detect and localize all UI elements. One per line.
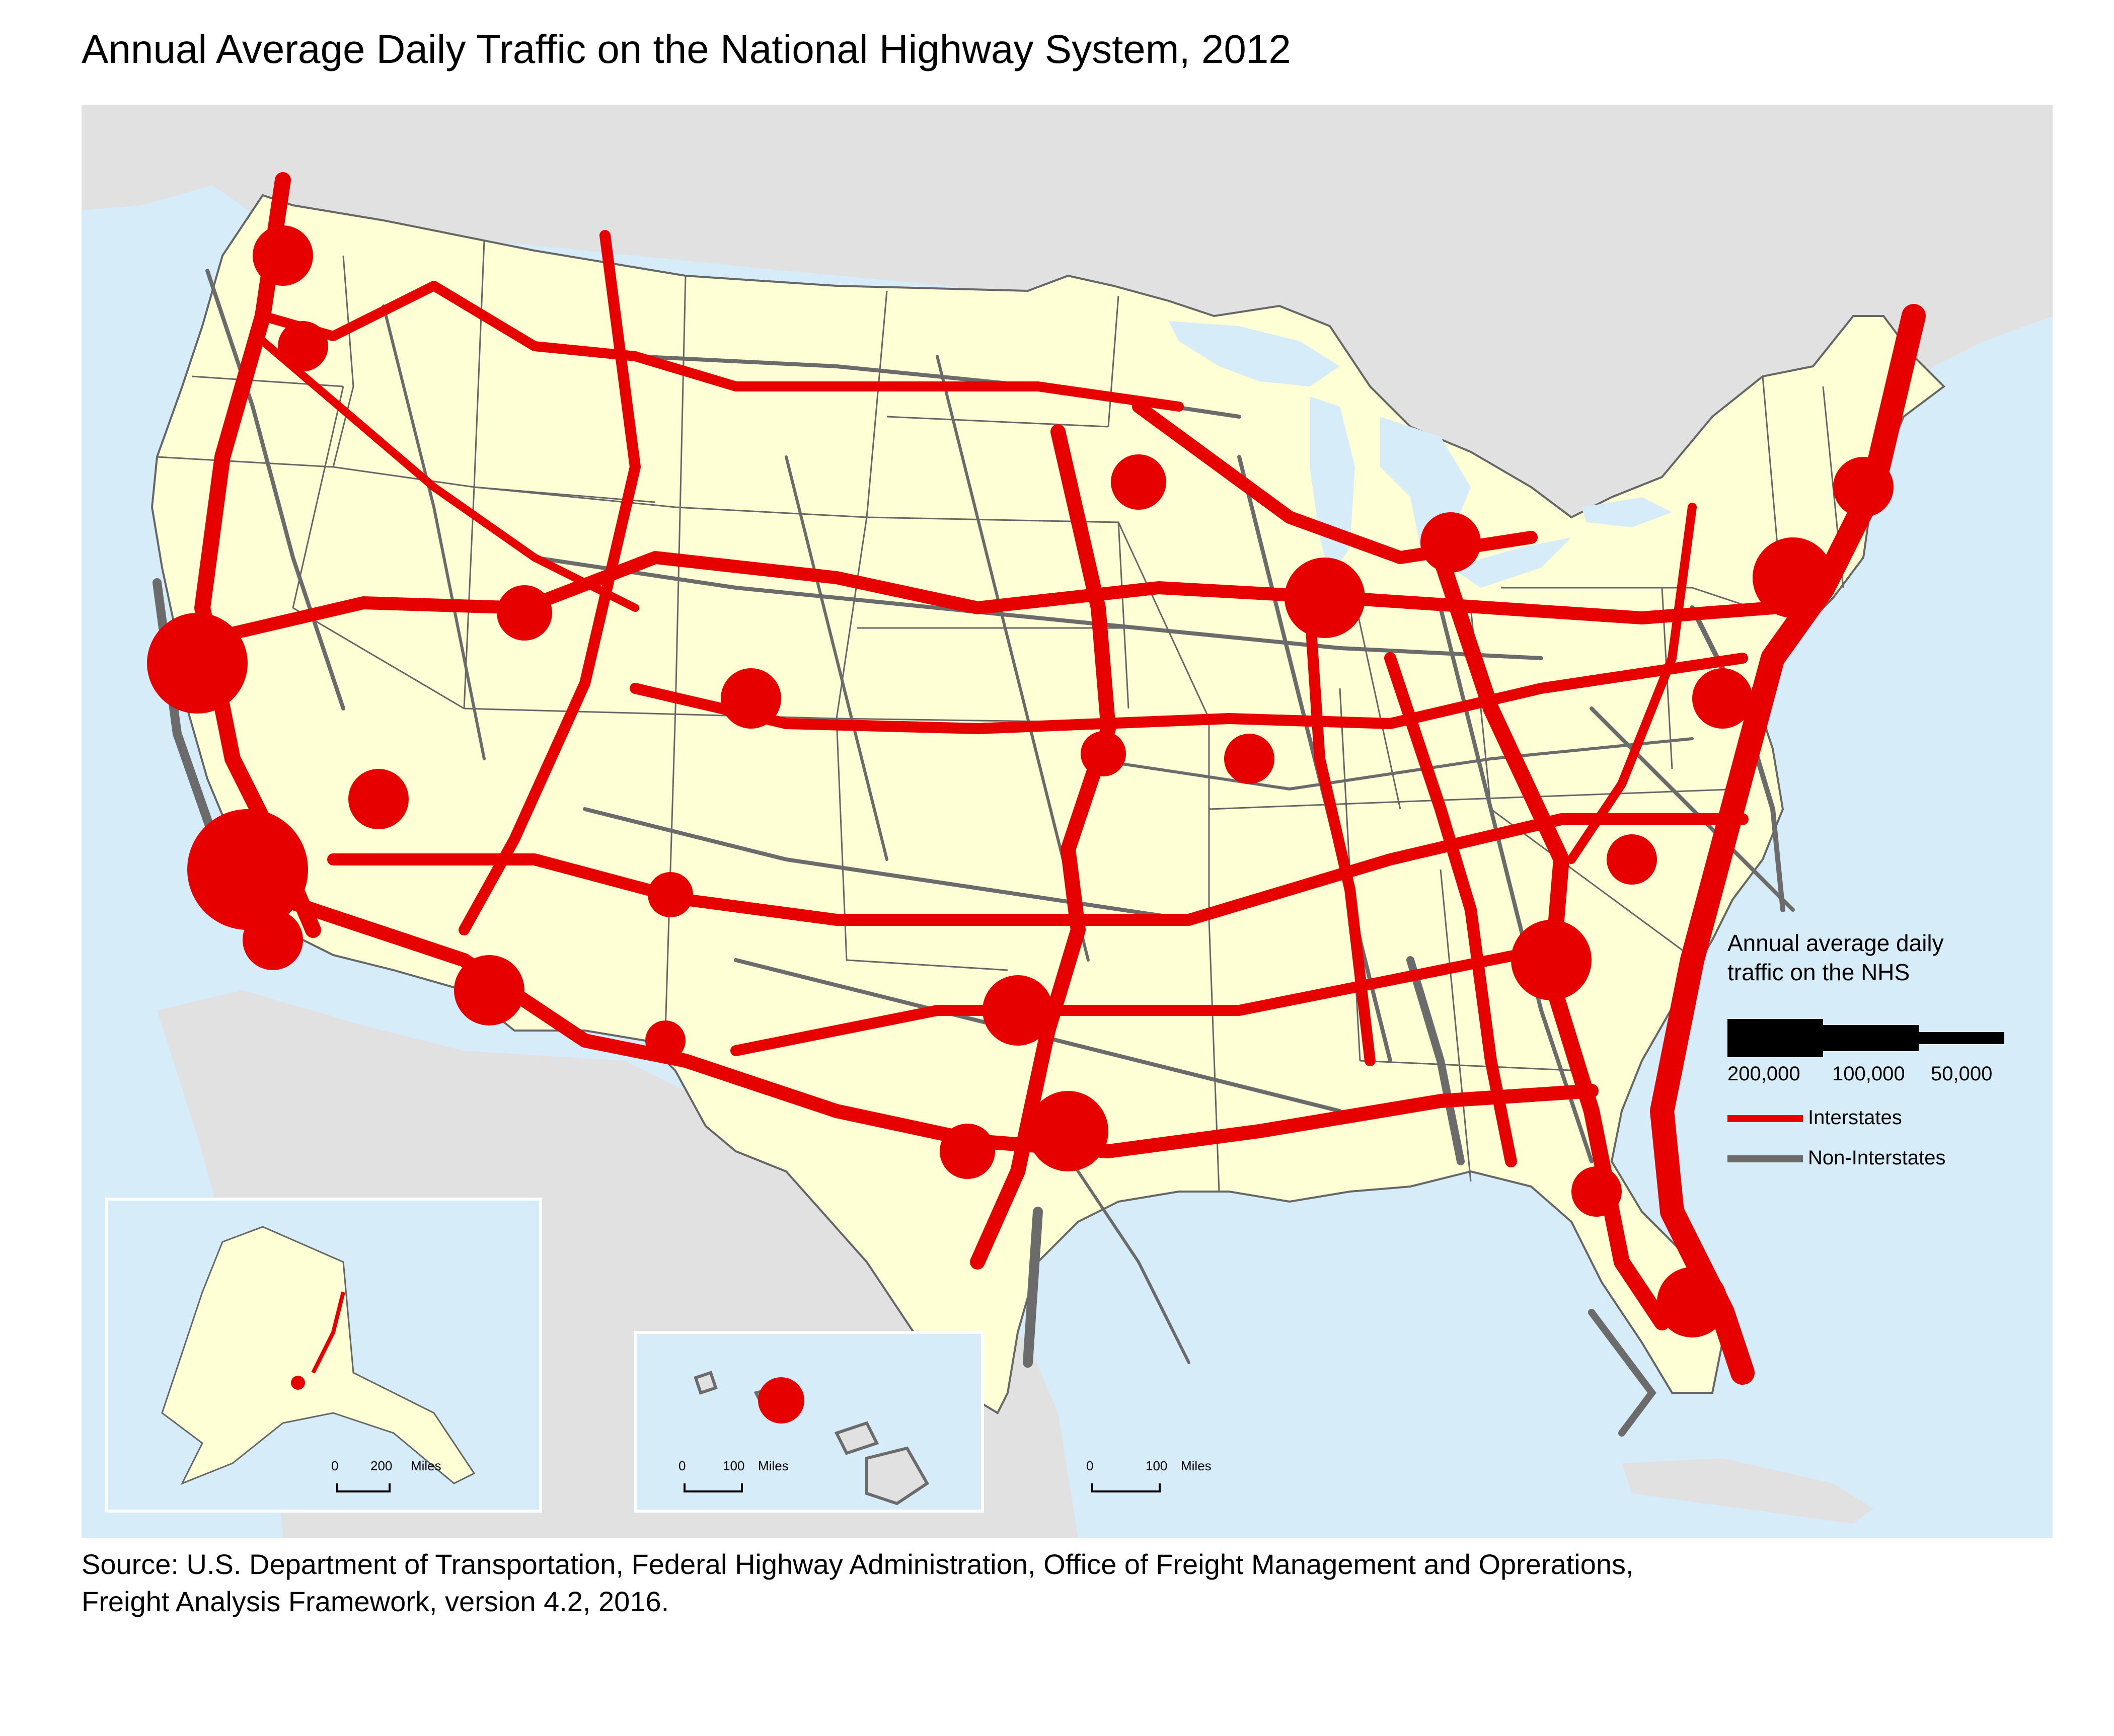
scale-zero: 0	[678, 1458, 686, 1473]
anchorage-bulb	[291, 1376, 305, 1390]
legend-width-symbol	[1727, 1019, 2004, 1057]
i65-corridor	[1384, 652, 1517, 1167]
scale-bar-line	[336, 1483, 391, 1492]
kansas-city-bulb	[1081, 731, 1126, 776]
interstate-swatch	[1727, 1115, 1803, 1122]
cuba-land	[1622, 1458, 1873, 1524]
lake-superior	[1169, 321, 1340, 386]
minneapolis-bulb	[1111, 454, 1166, 510]
scale-distance: 100	[1146, 1458, 1168, 1473]
boston-bulb	[1833, 457, 1894, 517]
i81-corridor	[1567, 503, 1697, 864]
i55-i57	[1304, 602, 1376, 1066]
scale-bar-line	[684, 1483, 743, 1492]
los-angeles-bulb	[187, 809, 308, 930]
atlanta-bulb	[1511, 920, 1592, 1000]
phoenix-bulb	[454, 955, 524, 1025]
kauai-land	[694, 1371, 718, 1395]
alaska-scale-bar: 0 200 Miles	[331, 1458, 467, 1498]
legend-tick-200000: 200,000	[1727, 1063, 1800, 1085]
source-note: Source: U.S. Department of Transportatio…	[82, 1548, 1634, 1617]
san-francisco-bulb	[147, 613, 248, 714]
charlotte-bulb	[1607, 834, 1657, 885]
scale-unit: Miles	[758, 1458, 789, 1473]
hawaii-inset	[634, 1331, 984, 1513]
big-island-land	[865, 1446, 929, 1506]
st-louis-bulb	[1224, 734, 1274, 784]
tampa-bulb	[1571, 1166, 1622, 1217]
metro-traffic-bulbs	[147, 225, 1894, 1337]
legend-title: Annual average daily traffic on the NHS	[1727, 930, 1944, 985]
honolulu-bulb	[758, 1377, 804, 1424]
denver-bulb	[721, 668, 781, 729]
i35-corridor	[970, 424, 1116, 1270]
i70-corridor	[630, 653, 1748, 734]
lake-erie	[1451, 537, 1571, 588]
i20-corridor	[730, 944, 1547, 1056]
scale-bar-line	[1091, 1483, 1161, 1492]
albuquerque-bulb	[648, 872, 693, 917]
non-interstates-label: Non-Interstates	[1808, 1147, 1946, 1169]
canada-land	[82, 105, 2053, 547]
scale-zero: 0	[1086, 1458, 1094, 1473]
el-paso-bulb	[645, 1020, 686, 1061]
miami-bulb	[1657, 1267, 1727, 1337]
alaska-inset	[105, 1198, 542, 1513]
san-diego-bulb	[243, 910, 303, 970]
conus-scale-bar: 0 100 Miles	[1086, 1458, 1222, 1498]
i95-corridor	[1650, 304, 1926, 1385]
dallas-bulb	[983, 975, 1053, 1046]
scale-unit: Miles	[1181, 1458, 1212, 1473]
map-canvas	[82, 105, 2053, 1538]
map-title: Annual Average Daily Traffic on the Nati…	[82, 27, 1291, 71]
salt-lake-bulb	[497, 585, 552, 641]
washington-bulb	[1692, 668, 1753, 729]
alaska-land	[161, 1226, 476, 1485]
new-york-bulb	[1753, 537, 1833, 618]
i90-west	[258, 281, 1184, 412]
i40-corridor	[327, 813, 1749, 926]
seattle-bulb	[253, 225, 313, 286]
i15-corridor	[459, 230, 641, 935]
i80-transcontinental	[206, 551, 1779, 645]
portland-bulb	[278, 321, 328, 371]
legend-tick-50000: 50,000	[1931, 1063, 1993, 1085]
non-interstate-swatch	[1727, 1155, 1803, 1162]
scale-distance: 200	[370, 1458, 393, 1473]
legend-tick-100000: 100,000	[1832, 1063, 1905, 1085]
great-lakes	[1169, 321, 1672, 588]
scale-zero: 0	[331, 1458, 339, 1473]
lake-ontario	[1581, 497, 1672, 527]
las-vegas-bulb	[348, 769, 409, 829]
i10-corridor	[246, 883, 1599, 1158]
san-antonio-bulb	[940, 1124, 995, 1179]
hawaii-scale-bar: 0 100 Miles	[678, 1458, 814, 1498]
map-frame	[82, 105, 2053, 1538]
houston-bulb	[1028, 1091, 1108, 1171]
detroit-bulb	[1420, 512, 1481, 573]
chicago-bulb	[1285, 558, 1365, 638]
interstates-label: Interstates	[1808, 1107, 1902, 1129]
scale-unit: Miles	[411, 1458, 441, 1473]
scale-distance: 100	[723, 1458, 745, 1473]
maui-land	[834, 1421, 879, 1455]
